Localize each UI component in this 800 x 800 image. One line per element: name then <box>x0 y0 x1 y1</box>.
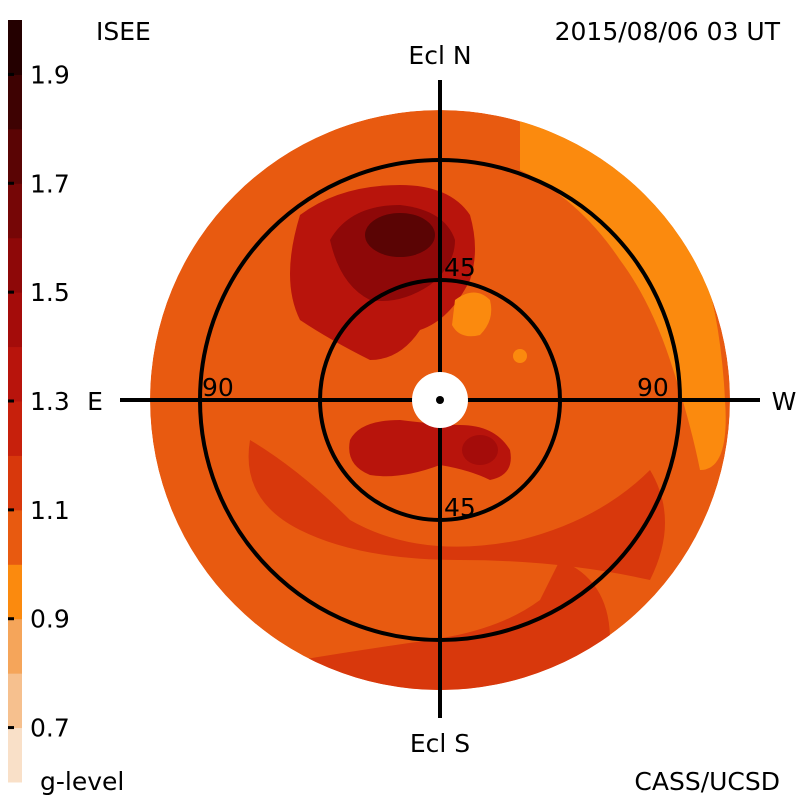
south-west-region <box>300 560 610 690</box>
colorbar-band-10 <box>8 183 22 239</box>
north-peak <box>365 213 435 257</box>
south-ring-region <box>248 440 666 580</box>
colorbar-tick-label: 1.1 <box>30 496 70 525</box>
colorbar-band-3 <box>8 564 22 620</box>
ring-label-inner-top: 45 <box>444 253 476 282</box>
direction-east-label: E <box>87 387 103 416</box>
colorbar-band-8 <box>8 292 22 348</box>
colorbar-band-7 <box>8 346 22 402</box>
ring-label-inner-bottom: 45 <box>444 493 476 522</box>
south-east-core <box>462 435 498 465</box>
south-east-enhancement <box>349 420 511 480</box>
north-west-blob <box>452 292 492 337</box>
colorbar-band-9 <box>8 237 22 293</box>
source-label: ISEE <box>96 17 151 46</box>
colorbar-band-6 <box>8 401 22 456</box>
colorbar-tick-label: 0.7 <box>30 714 70 743</box>
colorbar-title: g-level <box>40 767 124 796</box>
colorbar-ticks: 1.9 1.7 1.5 1.3 1.1 0.9 0.7 <box>8 60 70 743</box>
colorbar-band-2 <box>8 618 22 674</box>
direction-south-label: Ecl S <box>410 729 470 758</box>
direction-north-label: Ecl N <box>408 41 471 70</box>
colorbar-band-13 <box>8 20 22 75</box>
ring-label-outer-left: 90 <box>202 373 234 402</box>
colorbar-tick-label: 1.7 <box>30 169 70 198</box>
colorbar-band-1 <box>8 673 22 729</box>
colorbar-band-11 <box>8 128 22 184</box>
colorbar-band-5 <box>8 455 22 511</box>
colorbar-band-12 <box>8 74 22 130</box>
colorbar-tick-label: 1.5 <box>30 278 70 307</box>
sun-center-dot <box>436 396 444 404</box>
colorbar-tick-label: 1.9 <box>30 60 70 89</box>
colorbar-band-4 <box>8 509 22 565</box>
colorbar-tick-label: 0.9 <box>30 605 70 634</box>
colorbar <box>8 20 22 783</box>
direction-west-label: W <box>772 387 797 416</box>
ring-label-outer-right: 90 <box>637 373 669 402</box>
colorbar-tick-label: 1.3 <box>30 387 70 416</box>
credit-label: CASS/UCSD <box>634 767 780 796</box>
colorbar-band-0 <box>8 727 22 783</box>
west-small-blob <box>513 349 527 363</box>
timestamp-label: 2015/08/06 03 UT <box>555 17 781 46</box>
